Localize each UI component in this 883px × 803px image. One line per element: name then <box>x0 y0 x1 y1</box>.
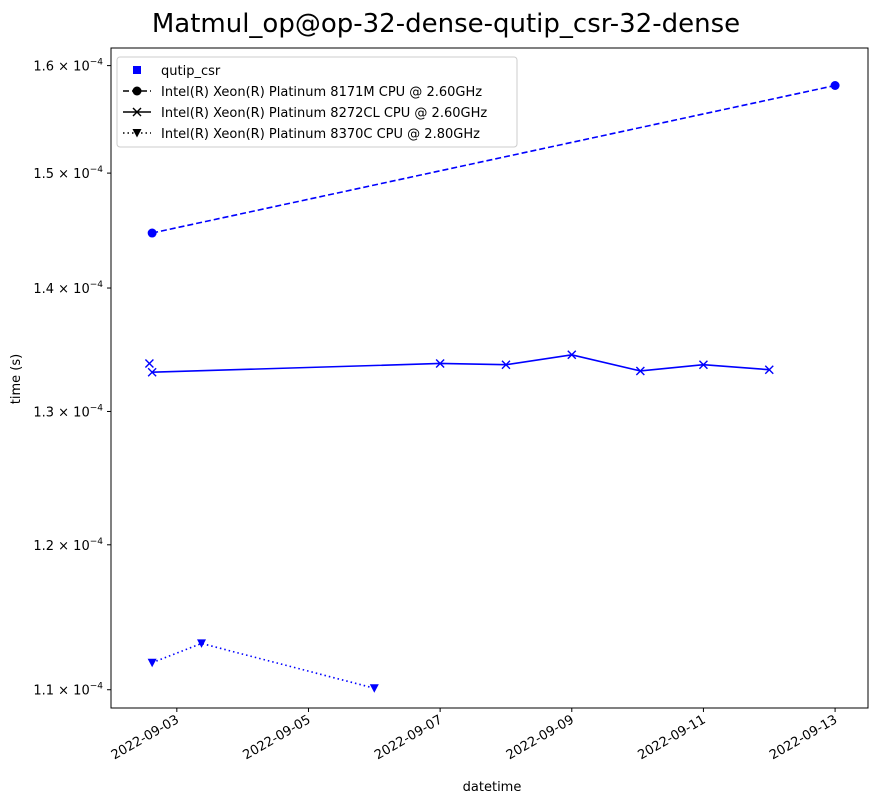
series-line <box>152 353 770 374</box>
data-point <box>144 358 154 368</box>
y-axis-label: time (s) <box>9 354 24 404</box>
axes: 1.1 × 10−4 1.2 × 10−4 1.3 × 10−4 1.4 × 10−4… <box>33 58 840 764</box>
plot-area <box>144 81 840 693</box>
data-point <box>567 350 577 360</box>
legend-label: Intel(R) Xeon(R) Platinum 8272CL CPU @ 2… <box>161 106 487 121</box>
point-stroke <box>764 365 774 375</box>
data-point <box>147 228 157 238</box>
data-point <box>197 639 207 648</box>
data-point <box>698 360 708 370</box>
x-tick-label: 2022-09-03 <box>109 712 182 763</box>
legend-entry: Intel(R) Xeon(R) Platinum 8370C CPU @ 2.… <box>123 127 480 142</box>
x-tick-label: 2022-09-07 <box>372 712 445 763</box>
x-tick-label: 2022-09-09 <box>504 712 577 763</box>
point-stroke <box>435 358 445 368</box>
y-tick-label: 1.5 × 10−4 <box>33 165 103 182</box>
data-point <box>435 358 445 368</box>
y-tick-label: 1.3 × 10−4 <box>33 403 103 420</box>
y-tick-label: 1.1 × 10−4 <box>33 682 103 699</box>
point-stroke <box>698 360 708 370</box>
chart-title: Matmul_op@op-32-dense-qutip_csr-32-dense <box>152 9 740 39</box>
data-point <box>369 684 379 693</box>
data-point <box>132 129 142 138</box>
y-tick-label: 1.4 × 10−4 <box>33 280 103 297</box>
x-tick-label: 2022-09-05 <box>241 712 314 763</box>
point-stroke <box>144 358 154 368</box>
y-tick-label: 1.6 × 10−4 <box>33 58 103 75</box>
data-point <box>147 367 157 377</box>
y-tick-label: 1.2 × 10−4 <box>33 537 103 554</box>
point-stroke <box>147 367 157 377</box>
point-stroke <box>501 360 511 370</box>
data-point <box>132 86 142 96</box>
legend-entry: Intel(R) Xeon(R) Platinum 8272CL CPU @ 2… <box>123 106 487 121</box>
data-point <box>501 360 511 370</box>
legend: qutip_csr Intel(R) Xeon(R) Platinum 8171M… <box>116 56 518 148</box>
legend-label: qutip_csr <box>161 64 221 79</box>
legend-label: Intel(R) Xeon(R) Platinum 8171M CPU @ 2.… <box>161 85 482 100</box>
data-point <box>147 658 157 668</box>
point-stroke <box>567 350 577 360</box>
legend-marker <box>133 66 141 74</box>
x-tick-label: 2022-09-11 <box>635 712 708 763</box>
legend-label: Intel(R) Xeon(R) Platinum 8370C CPU @ 2.… <box>161 127 480 142</box>
point-stroke <box>132 107 142 117</box>
x-axis-label: datetime <box>463 780 522 795</box>
x-tick-label: 2022-09-13 <box>767 712 840 763</box>
legend-box <box>116 56 518 148</box>
data-point <box>635 366 645 376</box>
data-point <box>764 365 774 375</box>
series-triangle-down <box>147 639 379 693</box>
plot-frame <box>110 47 869 709</box>
data-point <box>830 81 840 91</box>
point-stroke <box>635 366 645 376</box>
data-point <box>132 107 142 117</box>
legend-entry: Intel(R) Xeon(R) Platinum 8171M CPU @ 2.… <box>123 85 482 100</box>
series-circle <box>147 81 840 238</box>
legend-entry: qutip_csr <box>133 64 221 79</box>
series-line <box>151 642 375 689</box>
series-x <box>144 350 774 377</box>
